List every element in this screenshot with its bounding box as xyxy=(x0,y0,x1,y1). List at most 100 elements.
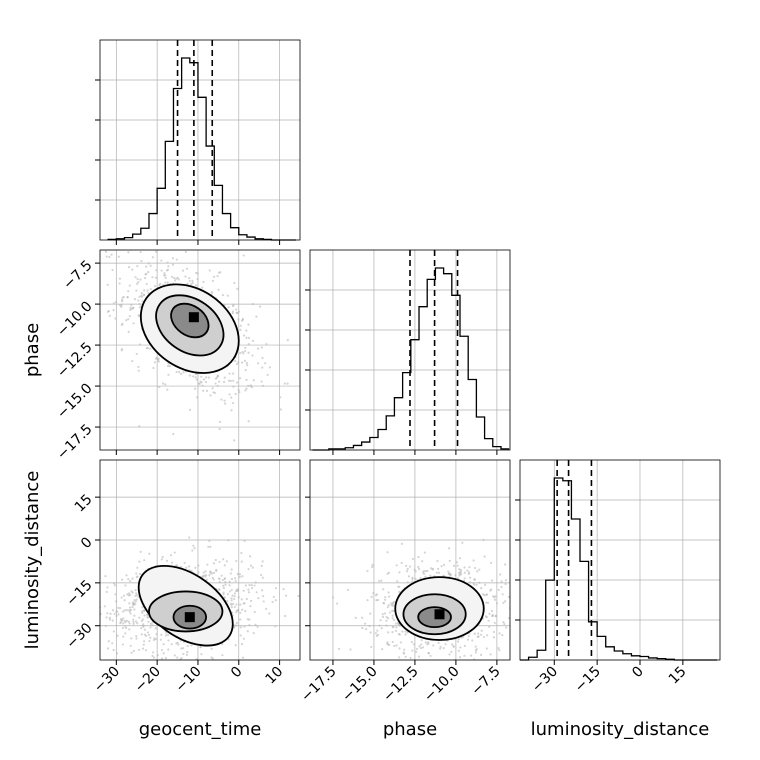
sample-point xyxy=(456,665,458,667)
sample-point xyxy=(472,559,475,562)
sample-point xyxy=(232,372,235,375)
sample-point xyxy=(233,598,236,601)
sample-point xyxy=(188,279,191,283)
sample-point xyxy=(429,654,432,658)
sample-point xyxy=(191,549,194,552)
sample-point xyxy=(149,636,152,639)
sample-point xyxy=(419,643,423,646)
sample-point xyxy=(120,349,123,352)
sample-point xyxy=(448,559,451,563)
sample-point xyxy=(140,291,143,295)
sample-point xyxy=(214,377,218,380)
histogram-geocent_time xyxy=(95,39,301,245)
sample-point xyxy=(202,389,205,392)
sample-point xyxy=(118,304,121,307)
sample-point xyxy=(194,387,197,390)
y-axis-label-luminosity_distance: luminosity_distance xyxy=(22,471,43,650)
sample-point xyxy=(190,644,193,647)
x-tick-label: 0 xyxy=(228,664,246,682)
sample-point xyxy=(176,641,179,644)
sample-point xyxy=(137,369,140,372)
sample-point xyxy=(256,362,260,365)
sample-point xyxy=(461,541,464,544)
sample-point xyxy=(236,311,239,315)
sample-point xyxy=(160,259,163,262)
sample-point xyxy=(143,633,146,636)
sample-point xyxy=(176,656,179,659)
sample-point xyxy=(230,409,233,412)
sample-point xyxy=(502,601,505,604)
sample-point xyxy=(248,583,251,587)
sample-point xyxy=(238,391,241,394)
sample-point xyxy=(406,581,409,584)
panel-geocent_time-phase-frame xyxy=(99,249,301,451)
sample-point xyxy=(398,647,401,650)
sample-point xyxy=(253,610,256,614)
sample-point xyxy=(165,631,168,634)
sample-point xyxy=(149,347,152,350)
sample-point xyxy=(476,635,479,638)
sample-point xyxy=(398,571,401,574)
sample-point xyxy=(210,292,213,295)
sample-point xyxy=(233,605,236,609)
sample-point xyxy=(387,571,391,574)
sample-point xyxy=(192,544,195,547)
sample-point xyxy=(184,250,187,253)
sample-point xyxy=(458,568,461,571)
sample-point xyxy=(210,290,214,294)
sample-point xyxy=(499,573,502,576)
sample-point xyxy=(90,612,92,614)
sample-point xyxy=(520,601,522,603)
sample-point xyxy=(130,303,133,306)
sample-point xyxy=(164,383,167,386)
sample-point xyxy=(480,629,483,632)
sample-point xyxy=(160,633,163,636)
sample-point xyxy=(366,569,369,573)
sample-point xyxy=(234,577,237,580)
sample-point xyxy=(135,352,138,356)
sample-point xyxy=(108,314,111,317)
histogram-phase xyxy=(305,249,511,455)
sample-point xyxy=(310,581,312,583)
sample-point xyxy=(105,590,108,593)
sample-point xyxy=(138,302,141,306)
sample-point xyxy=(125,574,128,577)
sample-point xyxy=(164,634,168,637)
sample-point xyxy=(448,653,451,656)
sample-point xyxy=(131,577,134,580)
x-tick-label: −7.5 xyxy=(468,664,503,699)
sample-point xyxy=(417,655,421,658)
sample-point xyxy=(197,382,200,385)
sample-point xyxy=(196,277,199,281)
sample-point xyxy=(429,567,433,570)
sample-point xyxy=(136,264,139,268)
sample-point xyxy=(168,364,172,368)
sample-point xyxy=(127,620,130,623)
sample-point xyxy=(423,551,426,554)
sample-point xyxy=(492,630,496,634)
sample-point xyxy=(230,599,233,602)
sample-point xyxy=(274,599,277,602)
sample-point xyxy=(153,637,156,640)
sample-point xyxy=(201,286,204,289)
sample-point xyxy=(251,302,254,306)
x-axis-label-phase: phase xyxy=(383,719,437,740)
x-tick-label: −12.5 xyxy=(380,664,422,706)
sample-point xyxy=(122,622,125,625)
sample-point xyxy=(468,566,471,569)
sample-point xyxy=(439,645,442,648)
sample-point xyxy=(69,660,71,662)
sample-point xyxy=(437,567,440,570)
sample-point xyxy=(147,291,150,295)
sample-point xyxy=(364,622,367,625)
sample-point xyxy=(485,593,488,596)
sample-point xyxy=(149,626,152,629)
sample-point xyxy=(155,269,158,272)
sample-point xyxy=(457,640,460,643)
sample-point xyxy=(400,542,403,545)
sample-point xyxy=(413,568,416,571)
sample-point xyxy=(128,315,131,318)
sample-point xyxy=(386,606,389,609)
sample-point xyxy=(242,637,245,640)
sample-point xyxy=(286,339,289,342)
